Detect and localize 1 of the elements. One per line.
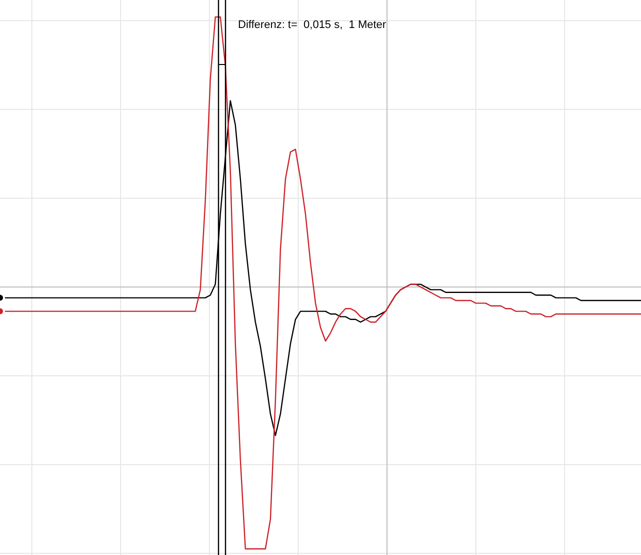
annotation: Differenz: t= 0,015 s, 1 Meter <box>238 19 386 31</box>
